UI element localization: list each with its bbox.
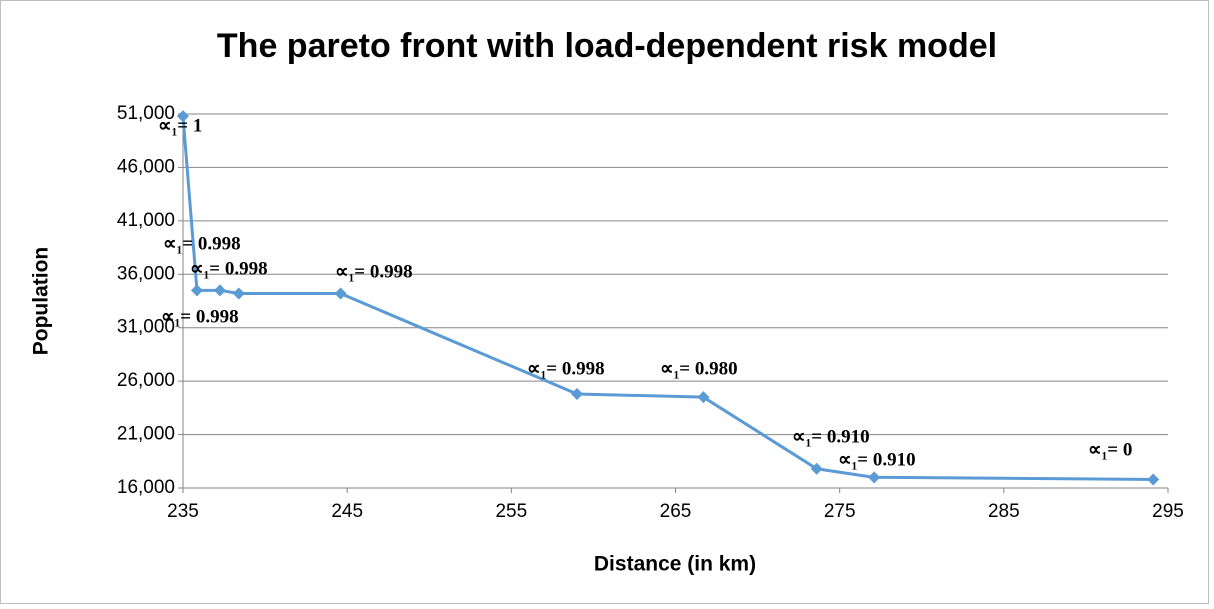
y-tick-label: 21,000 <box>117 424 175 445</box>
marker <box>571 387 583 400</box>
annotation: ∝₁= 0.998 <box>335 261 413 282</box>
y-axis-label: Population <box>30 247 53 356</box>
x-tick-label: 235 <box>167 501 199 522</box>
x-tick-label: 245 <box>331 501 363 522</box>
annotation: ∝₁= 0.998 <box>190 258 268 279</box>
marker <box>232 287 245 300</box>
chart-title: The pareto front with load-dependent ris… <box>217 27 997 65</box>
marker <box>810 462 823 475</box>
series-line <box>181 116 1154 481</box>
y-tick-label: 46,000 <box>117 156 175 177</box>
y-tick-label: 41,000 <box>117 210 175 231</box>
y-tick-label: 36,000 <box>117 263 175 284</box>
annotation: ∝₁= 1 <box>158 115 202 136</box>
y-tick-label: 26,000 <box>117 370 175 391</box>
annotation: ∝₁= 0 <box>1088 439 1132 460</box>
x-tick-label: 295 <box>1152 501 1184 522</box>
annotation: ∝₁= 0.998 <box>527 358 605 379</box>
marker <box>213 284 226 297</box>
x-tick-label: 255 <box>495 501 527 522</box>
y-tick-label: 16,000 <box>117 477 175 498</box>
annotation: ∝₁= 0.998 <box>161 306 239 327</box>
y-tick-label: 51,000 <box>117 103 175 124</box>
x-axis-label: Distance (in km) <box>594 553 756 576</box>
marker <box>868 471 881 484</box>
y-tick-label: 31,000 <box>117 317 175 338</box>
annotation: ∝₁= 0.998 <box>163 233 241 254</box>
x-tick-label: 285 <box>988 501 1020 522</box>
annotation: ∝₁= 0.910 <box>792 426 870 447</box>
marker <box>190 284 203 297</box>
marker <box>697 391 710 404</box>
marker <box>177 110 189 123</box>
x-tick-label: 275 <box>824 501 856 522</box>
annotation: ∝₁= 0.910 <box>838 449 916 470</box>
marker <box>1147 473 1160 486</box>
annotation: ∝₁= 0.980 <box>660 358 738 379</box>
x-tick-label: 265 <box>660 501 692 522</box>
marker <box>334 287 347 300</box>
